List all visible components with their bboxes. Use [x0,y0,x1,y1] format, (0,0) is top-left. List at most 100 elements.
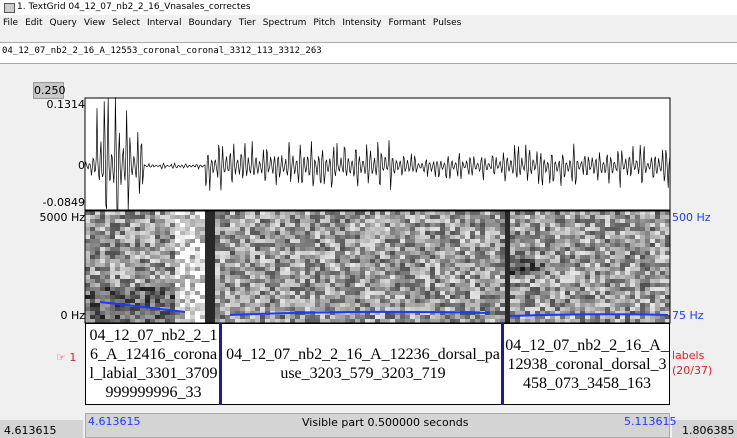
spectrogram-cell [560,279,565,283]
spectrogram-cell [385,299,390,303]
spectrogram-cell [180,283,185,287]
spectrogram-cell [530,231,535,235]
spectrogram-cell [230,287,235,291]
spectrogram-cell [145,299,150,303]
spectrogram-cell [455,227,460,231]
spectrogram-cell [575,219,580,223]
spectrogram-cell [600,211,605,215]
spectrogram-cell [640,303,645,307]
spectrogram-cell [265,247,270,251]
spectrogram-cell [520,271,525,275]
spectrogram-cell [630,267,635,271]
spectrogram-cell [630,211,635,215]
spectrogram-cell [575,271,580,275]
spectrogram-cell [570,219,575,223]
spectrogram-cell [135,231,140,235]
spectrogram-cell [590,215,595,219]
spectrogram-cell [375,239,380,243]
spectrogram-cell [235,259,240,263]
spectrogram-cell [640,231,645,235]
spectrogram-cell [130,275,135,279]
spectrogram-cell [265,243,270,247]
spectrogram-cell [590,267,595,271]
boundary[interactable] [219,323,222,405]
spectrogram-cell [350,251,355,255]
spectrogram-cell [570,291,575,295]
spectrogram-cell [495,279,500,283]
spectrogram-cell [190,247,195,251]
spectrogram-cell [290,287,295,291]
spectrogram-cell [560,271,565,275]
spectrogram-cell [335,223,340,227]
spectrogram-cell [660,295,665,299]
spectrogram-cell [540,267,545,271]
spectrogram-cell [255,295,260,299]
spectrogram-cell [620,235,625,239]
spectrogram-cell [420,295,425,299]
spectrogram-cell [375,283,380,287]
spectrogram-cell [510,231,515,235]
spectrogram-cell [240,279,245,283]
spectrogram-cell [285,247,290,251]
spectrogram-cell [305,275,310,279]
spectrogram-cell [170,259,175,263]
spectrogram-cell [565,307,570,311]
spectrogram-cell [105,235,110,239]
spectrogram-cell [420,231,425,235]
spectrogram-cell [490,219,495,223]
spectrogram-cell [385,239,390,243]
spectrogram-cell [525,251,530,255]
spectrogram-cell [540,283,545,287]
spectrogram-cell [555,303,560,307]
spectrogram-cell [130,271,135,275]
spectrogram-cell [510,299,515,303]
spectrogram-cell [570,315,575,319]
spectrogram-cell [120,239,125,243]
spectrogram-cell [625,267,630,271]
spectrogram-cell [375,259,380,263]
spectrogram-cell [395,239,400,243]
boundary[interactable] [501,323,504,405]
spectrogram-cell [240,315,245,319]
spectrogram-cell [365,251,370,255]
spectrogram-cell [490,239,495,243]
spectrogram-cell [220,275,225,279]
spectrogram-cell [500,255,505,259]
spectrogram-cell [455,279,460,283]
spectrogram-cell [140,215,145,219]
interval[interactable]: 04_12_07_nb2_2_16_A_12236_dorsal_pause_3… [226,323,500,405]
spectrogram-cell [235,235,240,239]
spectrogram-cell [245,227,250,231]
spectrogram-cell [435,247,440,251]
spectrogram-cell [605,295,610,299]
spectrogram-cell [600,275,605,279]
interval[interactable]: 04_12_07_nb2_2_16_A_12938_coronal_dorsal… [505,323,669,405]
spectrogram-cell [410,235,415,239]
spectrogram-cell [280,239,285,243]
spectrogram-cell [100,243,105,247]
spectrogram-cell [465,223,470,227]
spectrogram-cell [430,271,435,275]
spectrogram-cell [635,215,640,219]
spectrogram-cell [90,295,95,299]
interval[interactable]: 04_12_07_nb2_2_16_A_12416_coronal_labial… [88,323,219,405]
spectrogram-cell [425,299,430,303]
spectrogram-cell [160,291,165,295]
spectrogram-cell [400,263,405,267]
spectrogram-cell [575,223,580,227]
spectrogram-cell [135,311,140,315]
tier-name: labels [672,349,704,362]
spectrogram-cell [445,255,450,259]
spectrogram-cell [240,303,245,307]
spectrogram-cell [245,303,250,307]
spectrogram-cell [660,263,665,267]
spectrogram-cell [640,283,645,287]
spectrogram-cell [630,295,635,299]
spectrogram-cell [325,251,330,255]
spectrogram-cell [370,235,375,239]
spectrogram-cell [540,211,545,215]
spectrogram-cell [315,295,320,299]
spectrogram-cell [185,211,190,215]
spectrogram-cell [190,235,195,239]
spectrogram-cell [260,243,265,247]
